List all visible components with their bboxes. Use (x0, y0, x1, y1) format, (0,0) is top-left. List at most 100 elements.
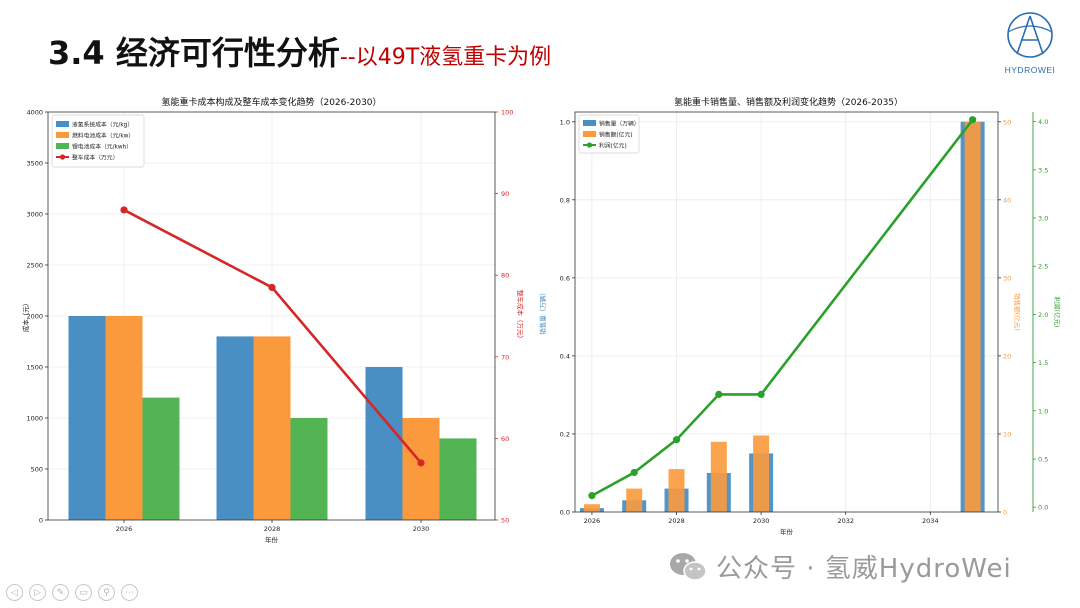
legend-label: 整车成本（万元） (72, 154, 118, 162)
legend-swatch (56, 132, 69, 138)
bar-sales-revenue (964, 121, 981, 512)
bar (402, 418, 440, 520)
plot-frame (574, 111, 999, 513)
y3-tick-label: 1.5 (1038, 359, 1048, 367)
bar-sales-revenue (710, 441, 727, 512)
bar (68, 316, 106, 520)
bar-sales-revenue (583, 504, 600, 512)
y3-tick-label: 3.0 (1038, 215, 1048, 223)
logo-mark-icon (1007, 12, 1053, 58)
line-point (588, 492, 596, 500)
legend-label: 液氢系统成本（元/kg） (72, 121, 133, 129)
x-tick-label: 2028 (668, 517, 685, 525)
legend-line-marker (59, 154, 66, 160)
bar-sales-revenue (753, 435, 770, 512)
x-tick-label: 2032 (837, 517, 854, 525)
y2-tick-label: 10 (1003, 430, 1011, 438)
next-icon[interactable]: ▷ (29, 584, 46, 601)
legend-label: 燃料电池成本（元/kw） (72, 132, 134, 140)
y-tick-label: 1500 (26, 364, 43, 372)
pen-icon[interactable]: ✎ (52, 584, 69, 601)
x-axis-label: 年份 (780, 527, 794, 536)
prev-icon[interactable]: ◁ (6, 584, 23, 601)
y3-tick-label: 2.5 (1038, 263, 1048, 271)
y2-tick-label: 20 (1003, 352, 1011, 360)
line-point (715, 390, 723, 399)
y2-axis-label: 整车成本（万元） (516, 290, 525, 342)
legend-label: 锂电池成本（元/kwh） (72, 143, 132, 151)
bar (216, 336, 254, 520)
y2-tick-label: 60 (501, 435, 509, 443)
y-tick-label: 0.8 (560, 196, 570, 204)
more-icon[interactable]: ⋯ (121, 584, 138, 601)
y3-tick-label: 2.0 (1038, 311, 1048, 319)
y3-tick-label: 1.0 (1038, 407, 1048, 415)
legend-line-marker (586, 142, 593, 148)
line-series-profit (591, 118, 974, 497)
logo-text: HYDROWEI (1004, 65, 1056, 75)
y-tick-label: 3500 (26, 160, 43, 168)
y-tick-label: 3000 (26, 211, 43, 219)
y3-tick-label: 4.0 (1038, 118, 1048, 126)
line-point (417, 459, 425, 467)
bar-sales-revenue (626, 488, 643, 512)
bar (105, 316, 143, 520)
slideshow-controls: ◁ ▷ ✎ ▭ ⚲ ⋯ (6, 584, 138, 601)
y2-tick-label: 50 (1003, 118, 1011, 126)
x-tick-label: 2028 (264, 525, 281, 533)
y2-tick-label: 80 (501, 272, 509, 280)
line-point (757, 390, 765, 399)
bar (142, 397, 180, 520)
y-tick-label: 1.0 (560, 118, 570, 126)
y2-tick-label: 30 (1003, 274, 1011, 282)
legend-label: 利润(亿元) (599, 142, 627, 150)
x-tick-label: 2030 (413, 525, 430, 533)
legend-swatch (56, 143, 69, 149)
legend-swatch (583, 120, 596, 126)
x-tick-label: 2030 (753, 517, 770, 525)
slide-title: 3.4 经济可行性分析--以49T液氢重卡为例 (48, 28, 551, 74)
screen-icon[interactable]: ▭ (75, 584, 92, 601)
y2-tick-label: 0 (1003, 509, 1007, 517)
x-tick-label: 2026 (584, 517, 601, 525)
y2-tick-label: 40 (1003, 196, 1011, 204)
y-tick-label: 0.6 (560, 274, 570, 282)
x-tick-label: 2034 (922, 517, 939, 525)
y-tick-label: 0 (39, 517, 43, 525)
y-tick-label: 4000 (26, 109, 43, 117)
slide-title-main: 3.4 经济可行性分析 (48, 34, 340, 72)
y-tick-label: 0.4 (560, 352, 570, 360)
y3-tick-label: 3.5 (1038, 166, 1048, 174)
y2-axis-label: 销售额(亿元) (1013, 293, 1022, 331)
x-tick-label: 2026 (116, 525, 133, 533)
legend-label: 销售量（万辆） (599, 120, 640, 128)
y-tick-label: 500 (31, 466, 43, 474)
line-point (672, 436, 681, 444)
chart-title: 氢能重卡成本构成及整车成本变化趋势（2026-2030） (161, 96, 381, 108)
y-tick-label: 2500 (26, 262, 43, 270)
y2-tick-label: 70 (501, 353, 509, 361)
legend-box (51, 114, 145, 168)
y3-tick-label: 0.0 (1038, 504, 1048, 512)
y-tick-label: 0.2 (560, 430, 570, 438)
x-axis-label: 年份 (265, 535, 279, 544)
legend-swatch (583, 131, 596, 137)
y-tick-label: 1000 (26, 415, 43, 423)
wechat-icon (670, 552, 707, 581)
line-point (630, 468, 638, 477)
slide-title-sub: --以49T液氢重卡为例 (339, 45, 552, 70)
y-tick-label: 2000 (26, 313, 43, 321)
y-axis-label: 成本（元） (21, 300, 30, 333)
legend-label: 销售额(亿元) (599, 131, 633, 139)
hydrowei-logo: HYDROWEI (1000, 10, 1060, 75)
y3-axis-label: 利润(亿元) (1053, 296, 1062, 327)
watermark: 公众号 · 氢威HydroWei (668, 548, 1012, 585)
bar (365, 367, 403, 520)
y3-tick-label: 0.5 (1038, 455, 1048, 463)
y2-tick-label: 90 (501, 190, 509, 198)
line-point (268, 283, 276, 292)
bar-sales-revenue (668, 469, 685, 512)
zoom-icon[interactable]: ⚲ (98, 584, 115, 601)
